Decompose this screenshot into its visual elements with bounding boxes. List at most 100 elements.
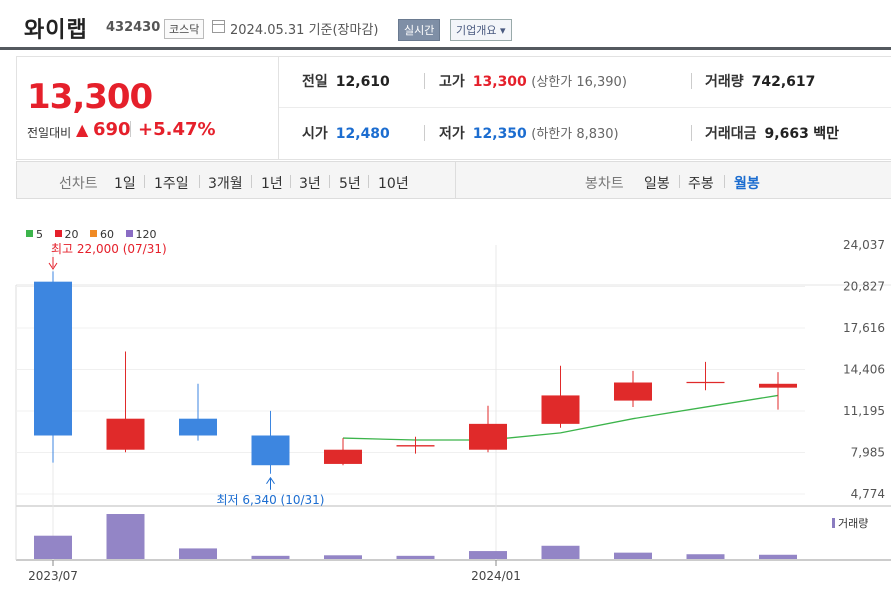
volume-bar — [759, 554, 797, 559]
realtime-button[interactable]: 실시간 — [398, 19, 441, 41]
up-triangle-icon: ▲ — [76, 120, 89, 139]
divider — [251, 175, 252, 188]
y-tick-label: 14,406 — [843, 363, 885, 377]
moving-average-legend: 5 20 60 120 — [26, 228, 165, 241]
candle-body — [469, 423, 507, 450]
base-date: 2024.05.31 기준(장마감) — [230, 23, 379, 38]
max-arrow-head — [48, 262, 58, 270]
volume-bar — [106, 514, 145, 559]
candle-weekly[interactable]: 주봉 — [688, 176, 714, 192]
divider — [691, 73, 692, 89]
low-value: 12,350 — [472, 126, 527, 142]
divider — [290, 175, 291, 188]
candle-chart-label: 봉차트 — [585, 176, 624, 192]
max-price-annotation: 최고 22,000 (07/31) — [51, 242, 167, 256]
volume-cell: 거래량 742,617 — [705, 71, 815, 91]
legend-swatch — [54, 230, 62, 237]
period-1d[interactable]: 1일 — [114, 176, 136, 192]
stock-name: 와이랩 — [24, 18, 88, 43]
candle-body — [34, 281, 72, 436]
trade-amount-label: 거래대금 — [705, 126, 757, 142]
change-value: 690 — [93, 119, 131, 140]
change-label: 전일대비 — [27, 126, 72, 140]
candle-body — [251, 435, 290, 466]
legend-ma5: 5 — [26, 228, 43, 241]
line-chart-label: 선차트 — [59, 176, 98, 192]
high-value: 13,300 — [472, 74, 527, 90]
volume-legend: 거래량 — [832, 515, 868, 531]
open-cell: 시가 12,480 — [302, 123, 390, 143]
divider — [368, 175, 369, 188]
min-arrow-head — [266, 476, 275, 485]
legend-swatch — [26, 230, 33, 237]
row-divider — [279, 107, 891, 108]
current-price-panel: 13,300 전일대비 ▲ 690 +5.47% — [17, 57, 279, 159]
stock-header: 와이랩 432430 코스닥 2024.05.31 기준(장마감) 실시간 기업… — [0, 0, 891, 50]
trade-amount-cell: 거래대금 9,663 백만 — [705, 123, 839, 143]
y-tick-label: 11,195 — [843, 404, 885, 418]
legend-swatch — [90, 230, 97, 237]
period-3y[interactable]: 3년 — [299, 176, 321, 192]
divider — [679, 175, 680, 188]
prev-close-cell: 전일 12,610 — [302, 71, 390, 91]
y-tick-label: 7,985 — [851, 446, 885, 460]
period-selector-bar: 선차트 1일 1주일 3개월 1년 3년 5년 10년 봉차트 일봉 주봉 월봉 — [16, 161, 891, 199]
price-summary: 13,300 전일대비 ▲ 690 +5.47% 전일 12,610 고가 13,3… — [16, 56, 891, 160]
change-percent: +5.47% — [138, 119, 216, 140]
divider — [424, 125, 425, 141]
divider — [424, 73, 425, 89]
candle-body — [759, 383, 797, 388]
company-overview-dropdown[interactable]: 기업개요 ▾ — [450, 19, 512, 41]
prev-close-value: 12,610 — [335, 74, 390, 90]
volume-bar — [686, 554, 725, 559]
volume-bar — [614, 552, 652, 559]
y-tick-label: 20,827 — [843, 280, 885, 294]
prev-close-label: 전일 — [302, 74, 328, 90]
legend-swatch — [125, 230, 133, 237]
calendar-icon — [212, 20, 225, 33]
y-tick-label: 17,616 — [843, 321, 885, 335]
candle-body — [324, 449, 362, 464]
volume-value: 742,617 — [751, 74, 816, 90]
legend-ma20: 20 — [54, 228, 79, 241]
candle-body — [179, 418, 217, 436]
candle-body — [106, 418, 145, 450]
lower-limit: (하한가 8,830) — [531, 127, 619, 142]
volume-bar — [541, 545, 580, 559]
high-cell: 고가 13,300 (상한가 16,390) — [439, 71, 627, 91]
y-tick-label: 4,774 — [851, 487, 885, 501]
divider — [691, 125, 692, 141]
volume-bar — [34, 535, 72, 559]
volume-bar — [396, 555, 435, 559]
x-tick-label: 2024/01 — [471, 569, 521, 583]
volume-bar — [469, 551, 507, 559]
min-price-annotation: 최저 6,340 (10/31) — [216, 493, 324, 507]
divider — [724, 175, 725, 188]
volume-label: 거래량 — [705, 74, 744, 90]
divider — [130, 121, 131, 137]
stock-code: 432430 — [106, 20, 161, 35]
candle-daily[interactable]: 일봉 — [644, 176, 670, 192]
upper-limit: (상한가 16,390) — [531, 75, 627, 90]
market-badge: 코스닥 — [164, 19, 205, 39]
volume-bar — [251, 555, 290, 559]
trade-amount-unit: 백만 — [813, 126, 840, 142]
period-5y[interactable]: 5년 — [339, 176, 361, 192]
volume-bar — [179, 548, 217, 559]
low-label: 저가 — [439, 126, 465, 142]
candle-body — [614, 382, 652, 401]
candlestick-chart[interactable]: 24,037 20,827 17,616 14,406 11,195 7,985 4,774… — [0, 200, 891, 597]
divider — [199, 175, 200, 188]
period-10y[interactable]: 10년 — [378, 176, 409, 192]
candle-monthly[interactable]: 월봉 — [734, 176, 760, 192]
period-3m[interactable]: 3개월 — [208, 176, 243, 192]
divider — [329, 175, 330, 188]
open-label: 시가 — [302, 126, 328, 142]
high-label: 고가 — [439, 74, 465, 90]
legend-ma120: 120 — [125, 228, 157, 241]
candle-body — [541, 395, 580, 424]
low-cell: 저가 12,350 (하한가 8,830) — [439, 123, 619, 143]
x-tick-label: 2023/07 — [28, 569, 78, 583]
period-1y[interactable]: 1년 — [261, 176, 283, 192]
period-1w[interactable]: 1주일 — [154, 176, 189, 192]
